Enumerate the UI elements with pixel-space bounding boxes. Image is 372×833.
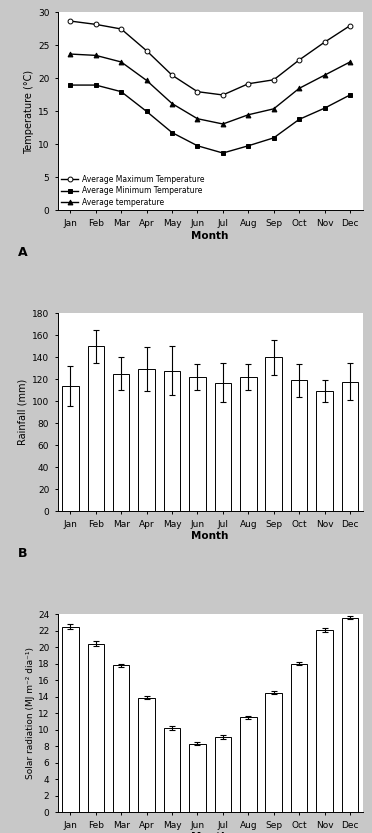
Bar bbox=[62, 626, 78, 812]
Bar bbox=[113, 666, 129, 812]
X-axis label: Month: Month bbox=[192, 531, 229, 541]
Bar bbox=[291, 381, 307, 511]
Bar bbox=[164, 371, 180, 511]
Y-axis label: Rainfall (mm): Rainfall (mm) bbox=[18, 379, 28, 446]
Bar bbox=[138, 370, 155, 511]
Bar bbox=[240, 717, 257, 812]
Bar bbox=[189, 377, 206, 511]
Bar bbox=[316, 392, 333, 511]
Y-axis label: Solar radiation (MJ m⁻² dia⁻¹): Solar radiation (MJ m⁻² dia⁻¹) bbox=[26, 647, 35, 779]
Bar bbox=[87, 347, 104, 511]
Bar bbox=[113, 374, 129, 511]
Bar bbox=[215, 382, 231, 511]
Bar bbox=[87, 644, 104, 812]
Bar bbox=[164, 728, 180, 812]
Bar bbox=[138, 697, 155, 812]
Bar bbox=[316, 630, 333, 812]
Bar bbox=[189, 744, 206, 812]
Bar bbox=[240, 377, 257, 511]
X-axis label: Month: Month bbox=[192, 231, 229, 241]
Bar bbox=[215, 737, 231, 812]
Bar bbox=[291, 664, 307, 812]
Text: B: B bbox=[18, 547, 28, 560]
Bar bbox=[62, 386, 78, 511]
Bar bbox=[266, 357, 282, 511]
Legend: Average Maximum Temperature, Average Minimum Temperature, Average temperature: Average Maximum Temperature, Average Min… bbox=[61, 175, 205, 207]
Y-axis label: Temperature (°C): Temperature (°C) bbox=[24, 69, 33, 153]
Bar bbox=[266, 692, 282, 812]
Bar bbox=[342, 617, 358, 812]
Bar bbox=[342, 382, 358, 511]
Text: A: A bbox=[18, 246, 28, 259]
